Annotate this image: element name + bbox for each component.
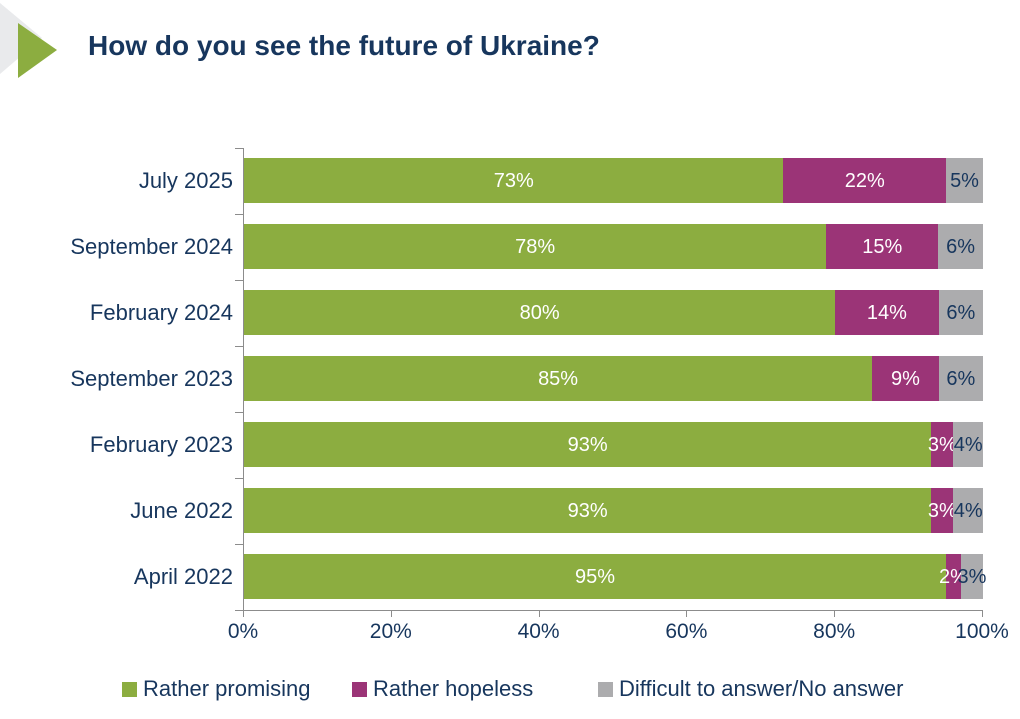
category-label: September 2024 xyxy=(70,234,233,259)
legend-label: Rather hopeless xyxy=(373,676,534,701)
x-axis-label: 0% xyxy=(227,620,259,643)
legend-item-hopeless: Rather hopeless xyxy=(352,676,533,702)
y-axis-tick xyxy=(235,544,243,545)
segment-hopeless: 3% xyxy=(928,488,957,533)
y-axis-tick xyxy=(235,478,243,479)
segment-promising: 80% xyxy=(244,290,836,335)
value-label: 6% xyxy=(946,367,976,390)
value-label: 85% xyxy=(538,367,579,390)
segment-hopeless: 9% xyxy=(872,356,939,401)
x-axis-tick xyxy=(686,611,688,617)
y-axis-tick xyxy=(235,280,243,281)
legend-item-promising: Rather promising xyxy=(122,676,311,702)
y-axis-tick xyxy=(235,214,243,215)
segment-no-answer: 6% xyxy=(938,290,983,335)
segment-no-answer: 4% xyxy=(953,488,983,533)
value-label: 5% xyxy=(950,169,979,192)
category-label: June 2022 xyxy=(130,498,233,523)
category-label: February 2023 xyxy=(89,432,233,457)
value-label: 73% xyxy=(493,169,534,192)
legend-swatch-no-answer-icon xyxy=(598,681,613,697)
value-label: 3% xyxy=(927,499,957,522)
segment-hopeless: 2% xyxy=(939,554,968,599)
value-label: 3% xyxy=(957,565,987,588)
x-axis-label: 40% xyxy=(517,620,560,643)
x-axis-tick xyxy=(538,611,540,617)
value-label: 14% xyxy=(866,301,907,324)
value-label: 95% xyxy=(575,565,616,588)
plot-area: 73% 22% 5% 78% 15% 6% 80% 14% 6% 85% 9% 6% 93% 3% 4% 93… xyxy=(243,148,986,611)
segment-promising: 73% xyxy=(244,158,784,203)
value-label: 15% xyxy=(862,235,903,258)
category-label: February 2024 xyxy=(89,300,233,325)
segment-no-answer: 6% xyxy=(938,224,983,269)
value-label: 78% xyxy=(515,235,556,258)
value-label: 6% xyxy=(946,235,976,258)
green-triangle-icon xyxy=(18,23,57,78)
value-label: 9% xyxy=(890,367,920,390)
y-axis-tick xyxy=(235,148,243,149)
stacked-bar: 80% 14% 6% xyxy=(244,290,983,335)
category-label: July 2025 xyxy=(138,168,233,193)
segment-promising: 93% xyxy=(244,488,932,533)
legend-swatch-promising-icon xyxy=(122,681,137,697)
segment-no-answer: 6% xyxy=(938,356,984,401)
bar-row: 93% 3% 4% xyxy=(244,478,983,544)
x-axis-label: 60% xyxy=(665,620,708,643)
bar-row: 93% 3% 4% xyxy=(244,412,983,478)
x-axis-label: 80% xyxy=(813,620,856,643)
value-label: 80% xyxy=(519,301,560,324)
value-label: 22% xyxy=(844,169,885,192)
x-axis-label: 20% xyxy=(369,620,412,643)
segment-hopeless: 3% xyxy=(928,422,957,467)
legend-label: Rather promising xyxy=(143,676,311,701)
segment-hopeless: 15% xyxy=(826,224,939,269)
x-axis-tick xyxy=(834,611,836,617)
x-axis-tick xyxy=(390,611,392,617)
x-axis-label: 100% xyxy=(955,620,1009,643)
value-label: 4% xyxy=(953,499,983,522)
y-axis-tick xyxy=(235,610,243,611)
value-label: 93% xyxy=(567,499,608,522)
page-title: How do you see the future of Ukraine? xyxy=(88,30,600,61)
value-label: 4% xyxy=(953,433,983,456)
bar-row: 78% 15% 6% xyxy=(244,214,983,280)
value-label: 3% xyxy=(927,433,957,456)
segment-no-answer: 5% xyxy=(946,158,983,203)
segment-promising: 78% xyxy=(244,224,827,269)
stacked-bar: 78% 15% 6% xyxy=(244,224,983,269)
segment-promising: 95% xyxy=(244,554,947,599)
y-axis-tick xyxy=(235,346,243,347)
y-axis-tick xyxy=(235,412,243,413)
legend-label: Difficult to answer/No answer xyxy=(619,676,904,701)
value-label: 93% xyxy=(567,433,608,456)
header-arrow-icon xyxy=(0,3,57,78)
bar-row: 73% 22% 5% xyxy=(244,148,983,214)
segment-hopeless: 22% xyxy=(783,158,947,203)
segment-no-answer: 3% xyxy=(957,554,986,599)
stacked-bar: 73% 22% 5% xyxy=(244,158,983,203)
category-label: September 2023 xyxy=(70,366,233,391)
legend-swatch-hopeless-icon xyxy=(352,681,367,697)
segment-promising: 85% xyxy=(244,356,873,401)
segment-hopeless: 14% xyxy=(835,290,939,335)
bar-row: 80% 14% 6% xyxy=(244,280,983,346)
stacked-bar: 85% 9% 6% xyxy=(244,356,984,401)
segment-promising: 93% xyxy=(244,422,932,467)
stacked-bar: 93% 3% 4% xyxy=(244,488,983,533)
bar-row: 85% 9% 6% xyxy=(244,346,984,412)
stacked-bar: 93% 3% 4% xyxy=(244,422,983,467)
x-axis-tick xyxy=(243,611,244,617)
bar-row: 95% 2% 3% xyxy=(244,544,986,610)
segment-no-answer: 4% xyxy=(953,422,983,467)
value-label: 2% xyxy=(938,565,968,588)
category-label: April 2022 xyxy=(133,564,233,589)
x-axis-tick xyxy=(982,611,983,617)
stacked-bar: 95% 2% 3% xyxy=(244,554,986,599)
value-label: 6% xyxy=(946,301,976,324)
legend-item-no-answer: Difficult to answer/No answer xyxy=(598,676,904,702)
